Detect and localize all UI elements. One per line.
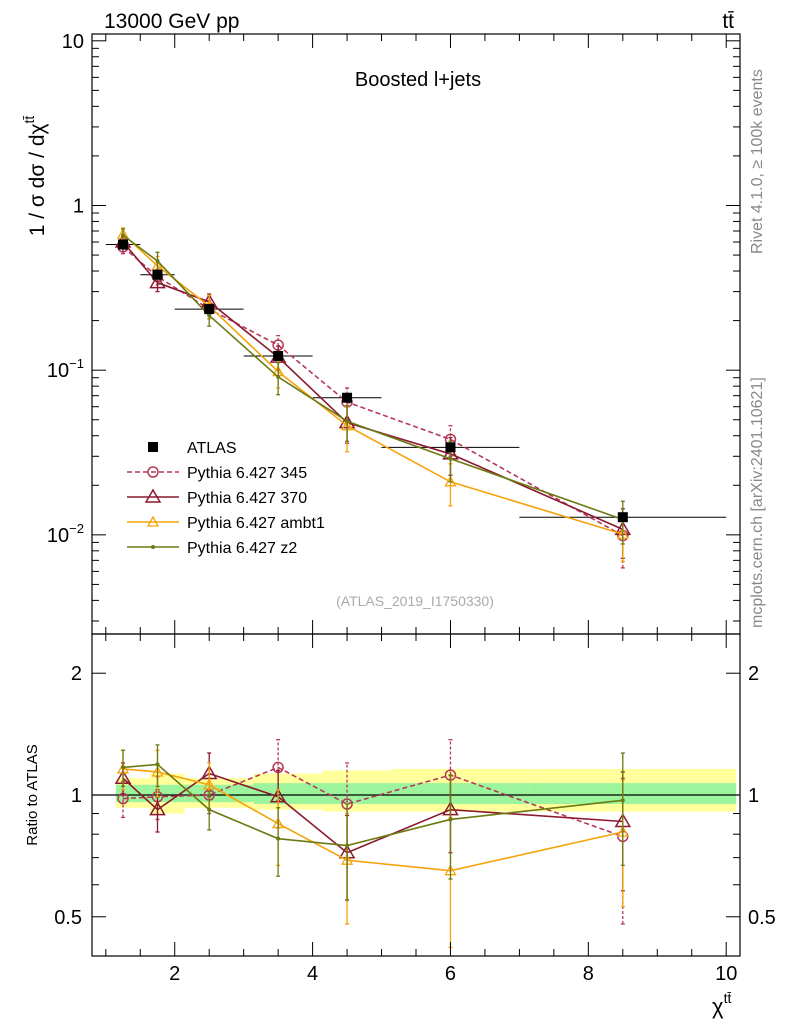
main-z2-point: [121, 233, 126, 238]
x-axis-label-text: χ: [712, 994, 724, 1019]
main-ylabel-sup: tt̄: [21, 116, 37, 124]
main-ytick-label: 10−2: [47, 521, 84, 547]
legend-ambt1-label: Pythia 6.427 ambt1: [187, 515, 325, 532]
ratio-band-inner: [184, 784, 254, 803]
ratio-band-inner: [253, 783, 323, 805]
x-tick-label: 2: [169, 963, 180, 985]
ratio-z2-point: [155, 762, 160, 767]
ratio-z2-point: [121, 765, 126, 770]
rivet-version-label: Rivet 4.1.0, ≥ 100k events: [749, 69, 766, 254]
legend-z2-label: Pythia 6.427 z2: [187, 540, 297, 557]
ratio-ytick-label-right: 0.5: [748, 907, 776, 929]
ratio-z2-point: [448, 817, 453, 822]
atlas-point: [273, 350, 284, 361]
main-ylabel: 1 / σ dσ / dχtt̄: [21, 116, 49, 237]
main-ylabel-text: 1 / σ dσ / dχ: [26, 123, 49, 236]
ratio-z2-point: [345, 843, 350, 848]
legend-p345-swatch-marker: [147, 466, 159, 478]
ratio-panel: 0.5 0.5 1 1 2 2 2 4 6 8 10 Ratio to ATLAS χtt̄: [24, 633, 776, 1019]
ratio-z2-point: [207, 807, 212, 812]
ratio-band-inner: [391, 783, 530, 805]
main-ytick-label-exp: −2: [69, 521, 84, 536]
main-z2-point: [448, 456, 453, 461]
svg-text:1 / σ dσ / dχtt̄: 1 / σ dσ / dχtt̄: [21, 116, 49, 237]
ratio-ytick-label-left: 0.5: [54, 907, 82, 929]
energy-label: 13000 GeV pp: [104, 10, 239, 33]
atlas-point: [152, 269, 163, 280]
main-title: Boosted l+jets: [355, 69, 481, 91]
analysis-id-label: (ATLAS_2019_I1750330): [336, 593, 494, 609]
x-tick-label: 4: [307, 963, 318, 985]
atlas-point: [445, 442, 456, 453]
main-ytick-label-base: 1: [73, 195, 84, 217]
ratio-ytick-label-right: 1: [748, 785, 759, 807]
main-p370-line: [122, 241, 624, 531]
ratio-ambt1-point: [203, 778, 216, 790]
ratio-band-inner: [150, 784, 185, 803]
atlas-point: [204, 304, 215, 315]
ratio-band-inner: [322, 783, 392, 805]
atlas-point: [118, 239, 129, 250]
ratio-ylabel: Ratio to ATLAS: [24, 744, 41, 845]
main-ambt1-point: [444, 475, 457, 487]
main-ytick-label-exp: −1: [69, 356, 84, 371]
main-z2-point: [276, 374, 281, 379]
main-ytick-label: 1: [73, 195, 84, 217]
main-z2-point: [345, 419, 350, 424]
mcplots-label: mcplots.cern.ch [arXiv:2401.10621]: [749, 377, 766, 628]
legend-z2-swatch-marker: [151, 545, 155, 549]
main-ytick-label: 10−1: [47, 356, 84, 382]
ratio-ytick-label-left: 2: [71, 663, 82, 685]
x-tick-label: 6: [445, 963, 456, 985]
ratio-p370-point: [149, 801, 166, 816]
ratio-ytick-label-left: 1: [71, 785, 82, 807]
main-z2-point: [155, 259, 160, 264]
x-tick-label: 10: [715, 963, 737, 985]
legend-ambt1-swatch-marker: [146, 515, 160, 527]
main-ytick-label-base: 10: [47, 360, 69, 382]
ratio-band-inner: [529, 783, 737, 805]
atlas-point: [342, 392, 353, 403]
x-axis-label-sup: tt̄: [724, 990, 732, 1006]
main-p370-point: [149, 274, 166, 289]
legend-p345-label: Pythia 6.427 345: [187, 465, 307, 482]
atlas-point: [617, 512, 628, 523]
legend-p370-swatch-marker: [144, 488, 162, 503]
ratio-z2-point: [620, 798, 625, 803]
main-z2-point: [207, 313, 212, 318]
x-tick-label: 8: [583, 963, 594, 985]
ratio-ytick-label-right: 2: [748, 663, 759, 685]
x-axis-label: χtt̄: [712, 990, 731, 1019]
legend-atlas-label: ATLAS: [187, 440, 237, 457]
main-ytick-label-base: 10: [62, 31, 84, 53]
process-label: tt̄: [722, 10, 734, 33]
legend-atlas-swatch: [148, 442, 158, 452]
main-ytick-label-base: 10: [47, 525, 69, 547]
legend: ATLAS Pythia 6.427 345 Pythia 6.427 370 Pyt…: [127, 440, 325, 557]
main-ytick-label: 10: [62, 31, 84, 53]
legend-p370-label: Pythia 6.427 370: [187, 490, 307, 507]
ratio-z2-point: [276, 836, 281, 841]
